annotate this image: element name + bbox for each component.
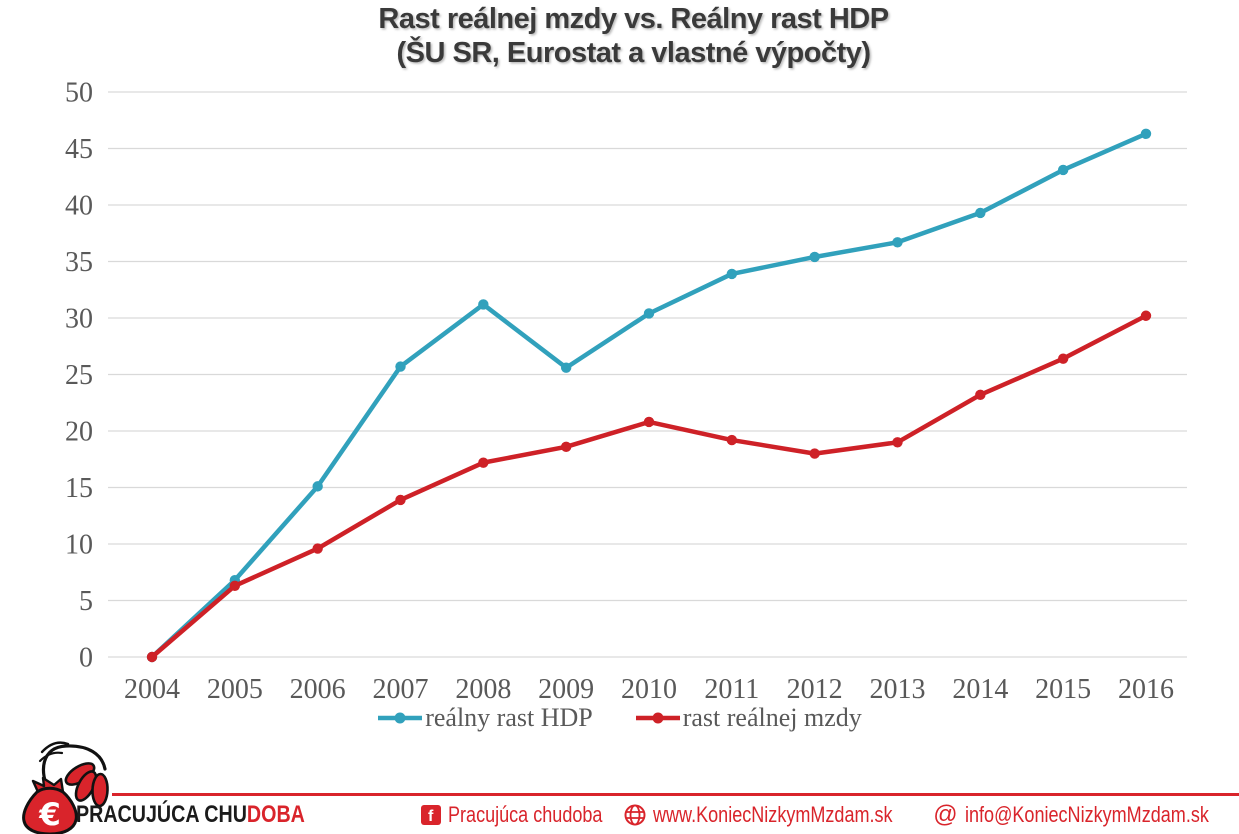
data-point [312, 481, 323, 492]
brand-wordmark: PRACUJÚCA CHUDOBA [76, 801, 305, 829]
x-tick-label: 2008 [455, 674, 511, 705]
euro-symbol: € [38, 797, 61, 833]
y-tick-label: 10 [65, 530, 93, 561]
data-point [975, 389, 986, 401]
x-tick-label: 2006 [290, 674, 346, 705]
website-contact[interactable]: www.KoniecNizkymMzdam.sk [624, 802, 917, 828]
email-contact[interactable]: @ info@KoniecNizkymMzdam.sk [933, 802, 1234, 828]
x-tick-label: 2014 [952, 674, 1008, 705]
x-tick-label: 2009 [538, 674, 594, 705]
data-point [229, 574, 241, 586]
data-point [560, 362, 572, 373]
data-point [146, 651, 158, 663]
legend-marker-hdp-icon [378, 712, 423, 724]
y-tick-label: 15 [65, 473, 93, 504]
data-point [478, 457, 489, 468]
x-tick-label: 2004 [124, 674, 180, 705]
chart-legend: reálny rast HDP rast reálnej mzdy [0, 703, 1239, 733]
brand-wordmark-black: PRACUJÚCA CHU [76, 801, 247, 828]
x-tick-label: 2015 [1035, 674, 1091, 705]
y-tick-label: 20 [65, 417, 93, 448]
data-point [1057, 164, 1069, 176]
legend-item-hdp: reálny rast HDP [377, 703, 593, 733]
y-tick-label: 0 [79, 643, 93, 674]
y-tick-label: 45 [65, 134, 93, 165]
footer-divider [112, 793, 1239, 796]
data-point [1057, 353, 1069, 364]
data-point [892, 437, 903, 448]
data-point [643, 308, 655, 319]
x-tick-label: 2013 [870, 674, 926, 705]
chart-title-line1: Rast reálnej mzdy vs. Reálny rast HDP [378, 3, 889, 35]
data-point [395, 361, 406, 372]
data-point [809, 448, 820, 459]
chart-title: Rast reálnej mzdy vs. Reálny rast HDP (Š… [14, 2, 1239, 70]
data-point [1140, 128, 1152, 140]
data-point [1140, 310, 1152, 321]
at-icon: @ [933, 801, 958, 828]
chart-title-line2: (ŠU SR, Eurostat a vlastné výpočty) [396, 37, 871, 69]
y-tick-label: 50 [65, 78, 93, 109]
data-point [229, 580, 241, 592]
y-tick-label: 5 [79, 586, 93, 617]
y-tick-label: 35 [65, 247, 93, 278]
data-point [146, 651, 158, 663]
email-label: info@KoniecNizkymMzdam.sk [964, 802, 1209, 827]
data-point [560, 441, 572, 453]
data-point [975, 207, 986, 219]
x-tick-label: 2011 [704, 674, 759, 705]
series-line-0 [149, 131, 1149, 660]
data-point [395, 494, 406, 506]
x-tick-label: 2016 [1118, 674, 1174, 705]
legend-label-mzdy: rast reálnej mzdy [682, 703, 862, 732]
legend-item-mzdy: rast reálnej mzdy [635, 703, 862, 733]
x-tick-label: 2010 [621, 674, 677, 705]
facebook-icon: f [420, 805, 441, 825]
pracujuca-chudoba-logo-icon: € [22, 741, 109, 834]
legend-marker-mzdy-icon [635, 712, 680, 724]
data-point [643, 416, 655, 428]
y-tick-label: 40 [65, 191, 93, 222]
facebook-label: Pracujúca chudoba [447, 802, 603, 827]
x-tick-label: 2007 [373, 674, 429, 705]
data-point [478, 299, 489, 310]
website-label: www.KoniecNizkymMzdam.sk [653, 802, 893, 827]
globe-icon [624, 804, 646, 826]
x-tick-label: 2012 [787, 674, 843, 705]
series-line-1 [149, 313, 1149, 660]
legend-label-hdp: reálny rast HDP [425, 703, 593, 732]
x-tick-label: 2005 [207, 674, 263, 705]
data-point [892, 237, 903, 248]
y-tick-label: 30 [65, 304, 93, 335]
brand-wordmark-red: DOBA [246, 801, 305, 828]
y-tick-label: 25 [65, 360, 93, 391]
facebook-contact[interactable]: f Pracujúca chudoba [420, 802, 608, 828]
data-point [312, 543, 323, 554]
footer-contacts: f Pracujúca chudoba www.KoniecNizkymMzda… [420, 802, 1234, 828]
data-point [726, 434, 738, 446]
data-point [809, 251, 820, 263]
data-point [726, 268, 738, 280]
